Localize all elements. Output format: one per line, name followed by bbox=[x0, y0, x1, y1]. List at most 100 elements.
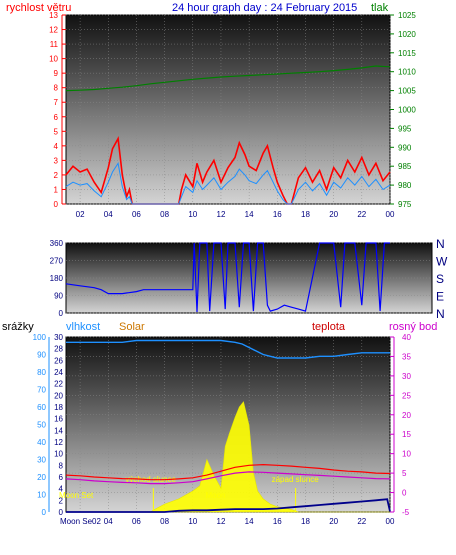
dew-point-series bbox=[65, 471, 391, 485]
compass-label: E bbox=[436, 290, 444, 304]
pressure-tick-label: 990 bbox=[398, 143, 412, 152]
wind-tick-label: 10 bbox=[49, 55, 58, 64]
rain-tick-label: 4 bbox=[59, 485, 64, 494]
rain-tick-label: 22 bbox=[54, 380, 63, 389]
pressure-tick-label: 980 bbox=[398, 181, 412, 190]
moon-set-annotation: Moon Set bbox=[59, 491, 94, 500]
wind-tick-label: 5 bbox=[54, 127, 59, 136]
wind-tick-label: 13 bbox=[49, 11, 58, 20]
direction-tick-label: 270 bbox=[50, 257, 64, 266]
x-tick-label: 12 bbox=[217, 517, 226, 526]
pressure-tick-label: 1020 bbox=[398, 30, 416, 39]
pressure-tick-label: 1025 bbox=[398, 11, 416, 20]
direction-tick-label: 90 bbox=[54, 292, 63, 301]
temperature-tick-label: 15 bbox=[402, 430, 411, 439]
compass-label: N bbox=[436, 237, 445, 251]
rain-tick-label: 16 bbox=[54, 415, 63, 424]
humidity-series bbox=[66, 339, 390, 359]
temperature-axis-title: teplota bbox=[312, 321, 346, 333]
pressure-series bbox=[65, 65, 391, 92]
compass-label: N bbox=[436, 307, 445, 321]
x-tick-label: 04 bbox=[104, 517, 113, 526]
humidity-tick-label: 60 bbox=[37, 403, 46, 412]
x-tick-label: 20 bbox=[329, 210, 338, 219]
x-tick-label: 18 bbox=[301, 210, 310, 219]
x-tick-label: 08 bbox=[160, 210, 169, 219]
x-tick-label: 00 bbox=[386, 517, 395, 526]
x-tick-label: 16 bbox=[273, 517, 282, 526]
pressure-tick-label: 1010 bbox=[398, 68, 416, 77]
x-tick-label: 00 bbox=[386, 210, 395, 219]
humidity-tick-label: 100 bbox=[33, 333, 47, 342]
humidity-tick-label: 30 bbox=[37, 456, 46, 465]
temperature-tick-label: 5 bbox=[402, 469, 407, 478]
rain-tick-label: 24 bbox=[54, 368, 63, 377]
pressure-tick-label: 975 bbox=[398, 200, 412, 209]
x-tick-label: 16 bbox=[273, 210, 282, 219]
wind-tick-label: 7 bbox=[54, 98, 59, 107]
rain-tick-label: 10 bbox=[54, 450, 63, 459]
wind-direction-series bbox=[65, 242, 390, 313]
solar-area bbox=[66, 401, 390, 513]
direction-tick-label: 0 bbox=[59, 309, 64, 318]
temperature-tick-label: 25 bbox=[402, 391, 411, 400]
wind-tick-label: 2 bbox=[54, 171, 59, 180]
wind-tick-label: 3 bbox=[54, 156, 59, 165]
x-tick-label: 22 bbox=[357, 517, 366, 526]
rain-series bbox=[66, 498, 391, 513]
x-tick-label: 10 bbox=[188, 517, 197, 526]
rain-tick-label: 30 bbox=[54, 333, 63, 342]
temperature-tick-label: 35 bbox=[402, 352, 411, 361]
x-tick-label: 12 bbox=[217, 210, 226, 219]
x-tick-label: 02 bbox=[76, 210, 85, 219]
pressure-tick-label: 1015 bbox=[398, 49, 416, 58]
rain-tick-label: 20 bbox=[54, 391, 63, 400]
humidity-tick-label: 90 bbox=[37, 351, 46, 360]
temperature-tick-label: 40 bbox=[402, 333, 411, 342]
temperature-tick-label: 10 bbox=[402, 450, 411, 459]
pressure-tick-label: 1005 bbox=[398, 87, 416, 96]
rain-tick-label: 18 bbox=[54, 403, 63, 412]
humidity-axis-title: vlhkost bbox=[66, 321, 100, 333]
wind-tick-label: 11 bbox=[50, 40, 59, 49]
wind-tick-label: 6 bbox=[54, 113, 59, 122]
humidity-tick-label: 70 bbox=[37, 386, 46, 395]
rain-tick-label: 8 bbox=[59, 461, 64, 470]
x-tick-label: 08 bbox=[160, 517, 169, 526]
pressure-tick-label: 1000 bbox=[398, 106, 416, 115]
rain-tick-label: 0 bbox=[59, 508, 64, 517]
left-axis-title: rychlost větru bbox=[6, 2, 71, 14]
pressure-tick-label: 995 bbox=[398, 124, 412, 133]
x-tick-label: 14 bbox=[245, 517, 254, 526]
humidity-tick-label: 50 bbox=[37, 421, 46, 430]
sunset-annotation: západ slunce bbox=[272, 475, 320, 484]
rain-tick-label: 12 bbox=[54, 438, 63, 447]
right-axis-title: tlak bbox=[371, 2, 389, 14]
pressure-tick-label: 985 bbox=[398, 162, 412, 171]
rain-axis-title: srážky bbox=[2, 321, 34, 333]
x-tick-label: 06 bbox=[132, 517, 141, 526]
temperature-tick-label: 0 bbox=[402, 489, 407, 498]
rain-tick-label: 26 bbox=[54, 356, 63, 365]
temperature-tick-label: -5 bbox=[402, 508, 410, 517]
humidity-tick-label: 20 bbox=[37, 473, 46, 482]
x-tick-label: 10 bbox=[188, 210, 197, 219]
chart-title: 24 hour graph day : 24 February 2015 bbox=[172, 2, 357, 14]
humidity-tick-label: 40 bbox=[37, 438, 46, 447]
humidity-tick-label: 0 bbox=[42, 508, 47, 517]
direction-tick-label: 180 bbox=[50, 274, 64, 283]
x-tick-label: 22 bbox=[357, 210, 366, 219]
wind-tick-label: 9 bbox=[54, 69, 59, 78]
solar-axis-title: Solar bbox=[119, 321, 145, 333]
rain-tick-label: 6 bbox=[59, 473, 64, 482]
dew-point-axis-title: rosný bod bbox=[389, 321, 437, 333]
temperature-series bbox=[65, 463, 391, 481]
compass-label: W bbox=[436, 255, 448, 269]
x-tick-label: 04 bbox=[104, 210, 113, 219]
moon-set-axis-label: Moon Se02 bbox=[60, 517, 101, 526]
wind-tick-label: 12 bbox=[49, 26, 58, 35]
x-tick-label: 06 bbox=[132, 210, 141, 219]
